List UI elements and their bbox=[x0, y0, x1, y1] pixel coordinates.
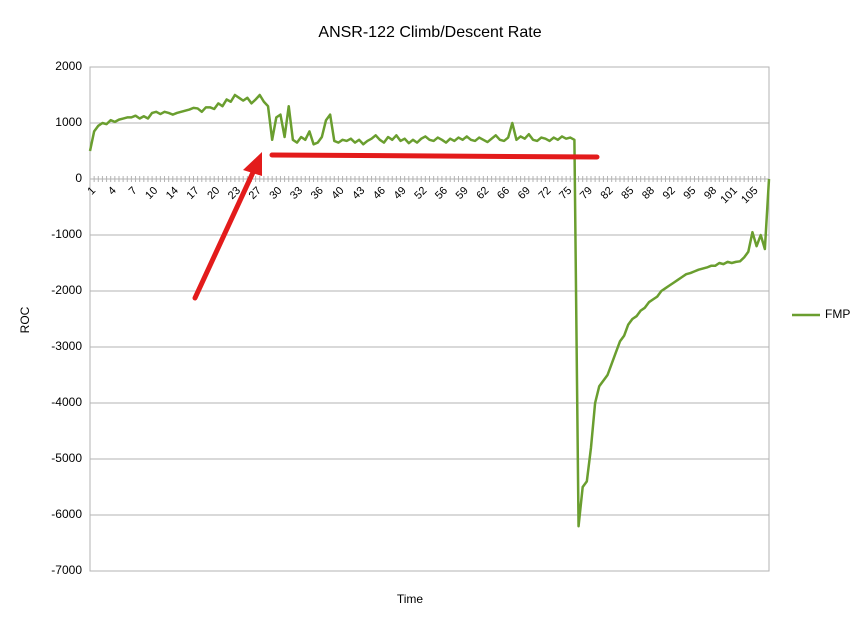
y-tick-label: 1000 bbox=[55, 115, 82, 129]
y-tick-label: 0 bbox=[75, 171, 82, 185]
data-line bbox=[88, 93, 771, 528]
y-tick-label: -1000 bbox=[51, 227, 82, 241]
plot-area: -7000 -6000 -5000 -4000 -3000 -2000 -1000 0 1000… bbox=[51, 59, 771, 577]
y-tick-label: -3000 bbox=[51, 339, 82, 353]
y-tick-label: 2000 bbox=[55, 59, 82, 73]
x-axis-label: Time bbox=[397, 592, 424, 606]
y-tick-label: -2000 bbox=[51, 283, 82, 297]
y-tick-label: -6000 bbox=[51, 507, 82, 521]
y-tick-label: -4000 bbox=[51, 395, 82, 409]
annotation-arrow bbox=[192, 165, 258, 301]
y-tick-label: -5000 bbox=[51, 451, 82, 465]
y-tick-label: -7000 bbox=[51, 563, 82, 577]
y-axis-label: ROC bbox=[18, 306, 32, 333]
annotation-line bbox=[269, 152, 600, 160]
arrow-head bbox=[243, 152, 262, 176]
legend-label: FMP bbox=[825, 307, 850, 321]
chart-title: ANSR-122 Climb/Descent Rate bbox=[318, 24, 541, 41]
